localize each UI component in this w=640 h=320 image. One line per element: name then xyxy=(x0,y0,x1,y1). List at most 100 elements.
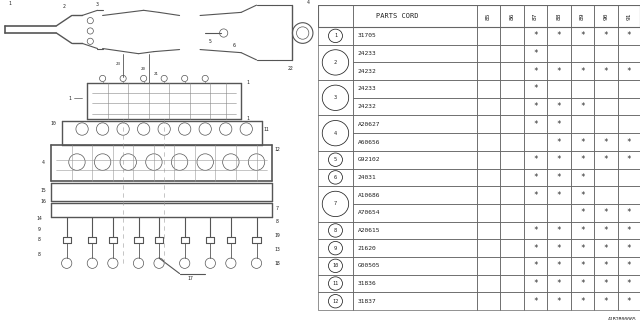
Bar xyxy=(547,45,571,62)
Bar xyxy=(571,186,595,204)
Text: 21: 21 xyxy=(154,72,159,76)
Bar xyxy=(595,169,618,186)
Text: 23: 23 xyxy=(115,62,120,66)
Bar xyxy=(524,62,547,80)
Text: *: * xyxy=(533,279,538,288)
Bar xyxy=(595,292,618,310)
Text: *: * xyxy=(604,31,609,40)
Bar xyxy=(477,27,500,45)
Bar xyxy=(618,98,640,116)
Bar xyxy=(477,151,500,169)
Bar xyxy=(571,62,595,80)
Bar xyxy=(353,186,477,204)
Bar xyxy=(524,239,547,257)
Text: 19: 19 xyxy=(274,233,280,238)
Bar xyxy=(500,116,524,133)
Text: 11: 11 xyxy=(332,281,339,286)
Text: 6: 6 xyxy=(334,175,337,180)
Text: *: * xyxy=(533,297,538,306)
Bar xyxy=(524,292,547,310)
Bar xyxy=(571,204,595,222)
Text: *: * xyxy=(533,173,538,182)
Bar xyxy=(524,98,547,116)
Bar xyxy=(318,5,353,27)
Text: 2: 2 xyxy=(334,60,337,65)
Text: *: * xyxy=(557,102,561,111)
Text: *: * xyxy=(557,120,561,129)
Text: 9: 9 xyxy=(334,246,337,251)
Bar xyxy=(318,80,353,116)
Bar xyxy=(500,292,524,310)
Text: 91: 91 xyxy=(627,12,632,20)
Bar xyxy=(500,275,524,292)
Bar xyxy=(477,169,500,186)
Bar xyxy=(618,116,640,133)
Bar xyxy=(500,80,524,98)
Text: *: * xyxy=(604,244,609,253)
Text: 10: 10 xyxy=(51,121,56,126)
Text: *: * xyxy=(557,138,561,147)
Bar xyxy=(524,27,547,45)
Bar xyxy=(524,80,547,98)
Bar xyxy=(571,5,595,27)
Text: 4: 4 xyxy=(42,160,45,164)
Text: *: * xyxy=(557,244,561,253)
Bar xyxy=(477,186,500,204)
Bar xyxy=(353,204,477,222)
Bar xyxy=(500,257,524,275)
Text: *: * xyxy=(580,67,585,76)
Bar xyxy=(595,5,618,27)
Bar xyxy=(618,133,640,151)
Bar xyxy=(571,239,595,257)
Text: *: * xyxy=(580,208,585,217)
Bar xyxy=(477,222,500,239)
Text: *: * xyxy=(604,208,609,217)
Text: 24232: 24232 xyxy=(358,69,376,74)
Text: *: * xyxy=(533,31,538,40)
Text: *: * xyxy=(557,226,561,235)
Bar xyxy=(500,62,524,80)
Text: *: * xyxy=(533,155,538,164)
Bar xyxy=(318,275,353,292)
Text: 5: 5 xyxy=(209,39,212,44)
Text: 90: 90 xyxy=(604,12,609,20)
Bar xyxy=(547,116,571,133)
Bar xyxy=(571,275,595,292)
Text: 2: 2 xyxy=(62,4,65,9)
Bar xyxy=(318,151,353,169)
Text: A70654: A70654 xyxy=(358,210,380,215)
Bar xyxy=(477,204,500,222)
Text: *: * xyxy=(580,279,585,288)
Bar xyxy=(618,292,640,310)
Bar xyxy=(571,80,595,98)
Bar xyxy=(477,80,500,98)
Bar xyxy=(595,222,618,239)
Text: 8: 8 xyxy=(276,220,278,224)
Bar xyxy=(353,62,477,80)
Bar xyxy=(547,5,571,27)
Text: 7: 7 xyxy=(276,206,278,211)
Bar xyxy=(547,169,571,186)
Text: 20: 20 xyxy=(141,67,146,71)
Text: *: * xyxy=(627,155,631,164)
Text: *: * xyxy=(533,84,538,93)
Text: 21620: 21620 xyxy=(358,246,376,251)
Bar xyxy=(595,186,618,204)
Text: *: * xyxy=(580,261,585,270)
Text: 13: 13 xyxy=(274,247,280,252)
Bar xyxy=(547,186,571,204)
Bar xyxy=(353,257,477,275)
Text: *: * xyxy=(580,173,585,182)
Text: *: * xyxy=(627,138,631,147)
Bar xyxy=(595,27,618,45)
Text: 22: 22 xyxy=(287,66,293,71)
Text: *: * xyxy=(627,208,631,217)
Bar xyxy=(595,239,618,257)
Text: 16: 16 xyxy=(40,199,46,204)
Text: *: * xyxy=(533,261,538,270)
Text: *: * xyxy=(604,67,609,76)
Bar xyxy=(318,45,353,80)
Bar xyxy=(477,5,500,27)
Text: 88: 88 xyxy=(557,12,561,20)
Text: *: * xyxy=(557,261,561,270)
